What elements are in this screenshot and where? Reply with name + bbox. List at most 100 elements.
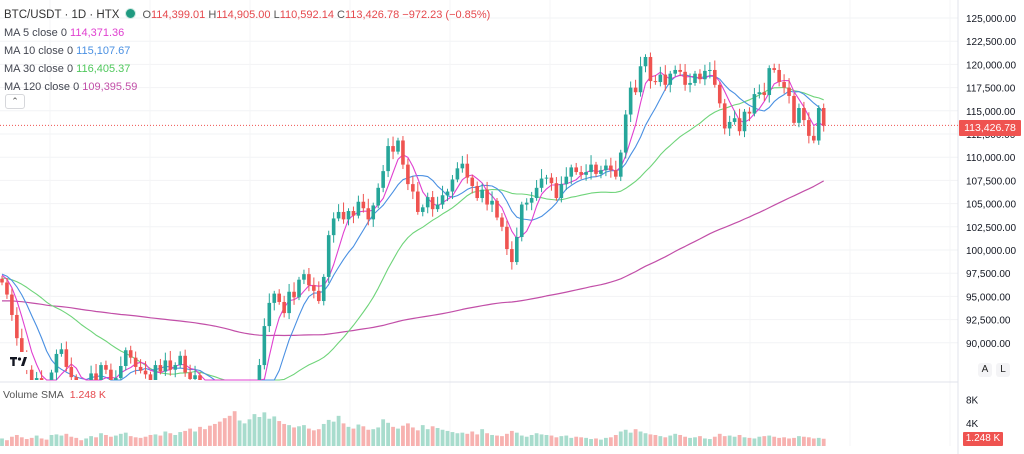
candle-body [341, 211, 346, 220]
volume-bar [321, 423, 326, 446]
candle-body [579, 172, 583, 175]
ma-30-line [1, 86, 824, 381]
volume-bar [292, 427, 296, 446]
candle-body [782, 82, 786, 88]
ma-120-legend[interactable]: MA 120 close 0 109,395.59 [4, 78, 490, 96]
candle-body [15, 314, 19, 339]
volume-bar [272, 416, 277, 446]
candle-body [188, 372, 192, 379]
volume-bar [39, 438, 44, 446]
chart-legend: BTC/USDT · 1D · HTX O114,399.01 H114,905.… [4, 6, 490, 96]
ma-30-legend[interactable]: MA 30 close 0 116,405.37 [4, 60, 490, 78]
volume-bar [673, 433, 678, 446]
volume-bar [782, 437, 786, 446]
volume-bar [742, 437, 747, 446]
volume-bar [148, 434, 153, 446]
candle-body [713, 69, 717, 85]
candle-body [495, 200, 499, 218]
candle-body [717, 84, 722, 104]
volume-bar [643, 433, 648, 446]
market-status-icon [125, 8, 137, 19]
ohlc-row: BTC/USDT · 1D · HTX O114,399.01 H114,905.… [4, 6, 490, 24]
ma-5-label: MA 5 close 0 [4, 27, 67, 39]
volume-bar [777, 437, 782, 446]
price-axis[interactable]: 125,000.00 122,500.00 120,000.00 117,500.00… [966, 14, 1016, 350]
ma-5-legend[interactable]: MA 5 close 0 114,371.36 [4, 24, 490, 42]
volume-bar [371, 429, 376, 446]
candle-body [519, 204, 524, 238]
candle-body [425, 197, 430, 208]
volume-bar [178, 432, 183, 446]
candle-body [628, 87, 633, 115]
ma-10-legend[interactable]: MA 10 close 0 115,107.67 [4, 42, 490, 60]
tradingview-logo-icon [10, 357, 27, 366]
volume-bar [663, 437, 668, 446]
candle-body [39, 378, 44, 380]
volume-bar [430, 426, 435, 446]
grid-lines [0, 0, 959, 454]
volume-bar [168, 433, 173, 446]
volume-bar [564, 435, 569, 446]
volume-label[interactable]: Volume SMA [3, 389, 64, 401]
volume-bar [173, 434, 178, 446]
volume-bar [455, 433, 460, 446]
candle-body [287, 291, 291, 314]
ma-120-line [1, 180, 824, 337]
log-scale-button[interactable]: L [996, 363, 1010, 377]
volume-bar [59, 435, 64, 446]
candle-body [69, 366, 74, 378]
candle-body [688, 82, 692, 85]
candle-body [94, 373, 98, 380]
volume-bar [277, 421, 282, 446]
volume-bar [554, 437, 559, 446]
volume-bar [579, 437, 584, 446]
symbol-title[interactable]: BTC/USDT · 1D · HTX [4, 9, 120, 21]
candle-body [59, 349, 64, 354]
candle-body [752, 94, 757, 114]
ma-30-value: 116,405.37 [76, 63, 131, 75]
volume-bar [376, 427, 381, 446]
volume-bar [297, 426, 301, 446]
auto-scale-button[interactable]: A [978, 363, 992, 377]
ma-30-label: MA 30 close 0 [4, 63, 74, 75]
volume-bar [460, 432, 465, 446]
volume-bar [341, 423, 346, 446]
volume-bar [737, 434, 742, 446]
candle-body [435, 204, 440, 210]
candle-body [604, 165, 608, 171]
candle-body [807, 120, 811, 136]
open-label: O [142, 9, 151, 21]
volume-bar [104, 434, 108, 446]
candle-body [391, 146, 395, 152]
candle-body [812, 135, 816, 141]
volume-bar [133, 437, 138, 446]
tradingview-logo[interactable] [7, 352, 31, 370]
volume-bar [391, 426, 395, 446]
candle-body [564, 176, 569, 185]
candle-body [802, 108, 806, 121]
candle-body [584, 172, 588, 175]
candle-body [133, 357, 138, 367]
candle-body [722, 103, 727, 129]
volume-bar [450, 432, 455, 446]
volume-bar [678, 434, 683, 446]
volume-bar [188, 428, 192, 446]
volume-bar [74, 437, 79, 446]
volume-bar [519, 435, 524, 446]
volume-bar [198, 426, 202, 446]
candle-body [569, 167, 574, 177]
volume-legend: Volume SMA 1.248 K [3, 389, 106, 401]
candle-body [326, 235, 331, 277]
candle-body [168, 360, 173, 370]
close-label: C [337, 9, 345, 21]
price-tick-label: 102,500.00 [966, 223, 1016, 234]
volume-bar [653, 434, 658, 446]
volume-bar [386, 422, 390, 446]
candle-body [762, 92, 767, 96]
candle-body [277, 293, 281, 302]
candle-body [490, 200, 494, 205]
legend-collapse-button[interactable]: ⌃ [5, 94, 25, 109]
volume-bar [698, 436, 702, 446]
candle-body [703, 70, 707, 80]
